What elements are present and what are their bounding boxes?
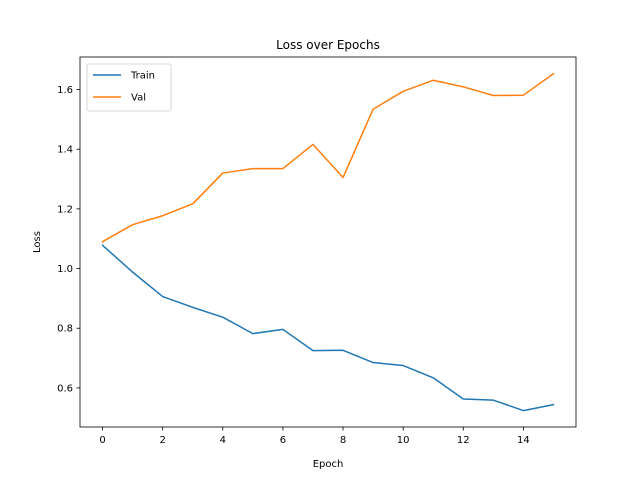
axis-ticks: 0 2 4 6 8 10 12 14 0.6 0.8 1.0 1.2 1.4 1.6 (57, 85, 530, 446)
series-line-train (101, 244, 555, 412)
y-axis-label: Loss (32, 231, 43, 253)
y-tick-label: 1.2 (57, 204, 73, 215)
legend-box (86, 63, 172, 112)
x-tick-label: 8 (340, 435, 346, 446)
x-tick-label: 14 (517, 435, 530, 446)
x-tick-label: 12 (457, 435, 470, 446)
plot-area (101, 72, 555, 412)
chart-title: Loss over Epochs (276, 38, 380, 52)
x-tick-label: 2 (159, 435, 165, 446)
legend: Train Val (86, 63, 172, 112)
y-tick-label: 1.4 (57, 145, 73, 156)
x-axis-label: Epoch (313, 459, 344, 470)
y-tick-label: 1.6 (57, 85, 73, 96)
x-tick-label: 6 (280, 435, 286, 446)
legend-label-val: Val (131, 93, 146, 104)
y-tick-label: 0.8 (57, 324, 73, 335)
x-tick-label: 0 (99, 435, 105, 446)
y-tick-label: 0.6 (57, 383, 73, 394)
legend-label-train: Train (130, 71, 155, 82)
y-tick-label: 1.0 (57, 264, 73, 275)
series-line-val (101, 72, 555, 243)
x-tick-label: 4 (220, 435, 226, 446)
x-tick-label: 10 (397, 435, 410, 446)
axes-frame (79, 56, 577, 428)
